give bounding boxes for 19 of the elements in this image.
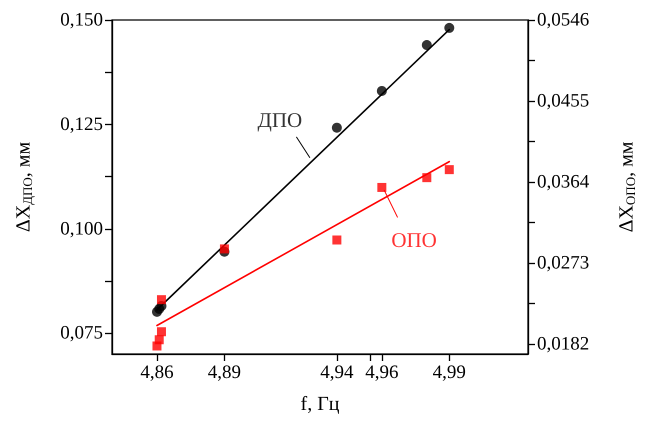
y2-tick-label: 0,0273 (537, 252, 590, 274)
y2-axis-title: ΔXОПО, мм (616, 141, 638, 232)
y2-tick-label: 0,0455 (537, 90, 590, 112)
y2-tick-label: 0,0182 (537, 334, 590, 355)
y-tick-label: 0,125 (60, 114, 103, 135)
y-tick-label: 0,150 (60, 10, 103, 30)
y2-tick-label: 0,0546 (537, 10, 590, 30)
x-tick-label: 4,99 (432, 362, 466, 383)
y-axis-title: ΔXДПО, мм (12, 142, 35, 232)
y-tick-label: 0,075 (60, 322, 103, 344)
x-tick-label: 4,86 (140, 362, 174, 383)
x-tick-label: 4,89 (208, 362, 242, 383)
y2-tick-label: 0,0364 (537, 172, 590, 193)
annotation: ДПО (258, 108, 302, 132)
x-tick-label: 4,94 (320, 362, 354, 383)
annotation: ОПО (391, 228, 437, 252)
x-tick-label: 4,96 (365, 362, 398, 383)
y-tick-label: 0,100 (60, 218, 103, 240)
x-axis-title: f, Гц (300, 393, 340, 415)
